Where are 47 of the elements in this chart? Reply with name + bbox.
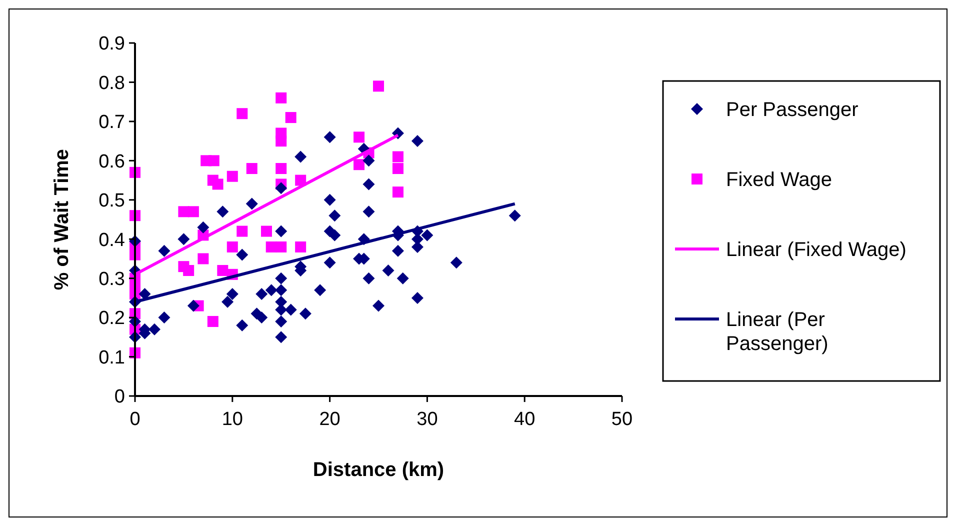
point: [226, 241, 238, 252]
point: [208, 155, 220, 166]
point: [178, 206, 190, 218]
y-axis-title: % of Wait Time: [51, 148, 73, 290]
point: [226, 170, 238, 182]
point: [183, 264, 194, 276]
point: [236, 108, 248, 120]
y-tick-label: 0.5: [98, 190, 125, 212]
y-tick-label: 0.6: [98, 151, 125, 172]
point: [295, 241, 306, 252]
point: [188, 206, 199, 218]
x-tick-label: 50: [611, 409, 633, 430]
legend-label: Linear (Fixed Wage): [726, 239, 906, 261]
point: [207, 316, 218, 327]
y-tick-label: 0.8: [98, 72, 125, 94]
point: [276, 136, 287, 147]
legend-label: Linear (Per Passenger): [726, 309, 828, 355]
y-tick-label: 0: [114, 386, 125, 408]
point: [285, 112, 296, 124]
point: [373, 80, 384, 92]
y-tick-label: 0.1: [98, 347, 125, 368]
point: [392, 186, 404, 198]
x-tick-label: 30: [416, 409, 438, 430]
point: [354, 159, 365, 170]
y-tick-label: 0.7: [98, 112, 125, 134]
x-tick-label: 0: [130, 409, 140, 430]
y-tick-label: 0.2: [98, 308, 125, 330]
point: [392, 163, 404, 174]
point: [260, 226, 272, 237]
legend-label: Fixed Wage: [726, 169, 832, 191]
y-tick-label: 0.9: [98, 34, 125, 55]
y-tick-label: 0.3: [98, 268, 125, 290]
x-tick-label: 20: [319, 409, 340, 430]
point: [198, 253, 209, 264]
point: [354, 132, 365, 143]
point: [276, 163, 287, 174]
x-tick-label: 40: [514, 409, 536, 430]
point: [276, 241, 287, 252]
point: [217, 264, 228, 276]
legend-label: Per Passenger: [726, 99, 859, 121]
point: [236, 226, 248, 237]
x-tick-label: 10: [222, 409, 243, 430]
x-axis-title: Distance (km): [312, 459, 444, 481]
y-tick-label: 0.4: [98, 230, 126, 251]
point: [246, 163, 258, 174]
point: [392, 151, 404, 162]
point: [276, 92, 287, 104]
